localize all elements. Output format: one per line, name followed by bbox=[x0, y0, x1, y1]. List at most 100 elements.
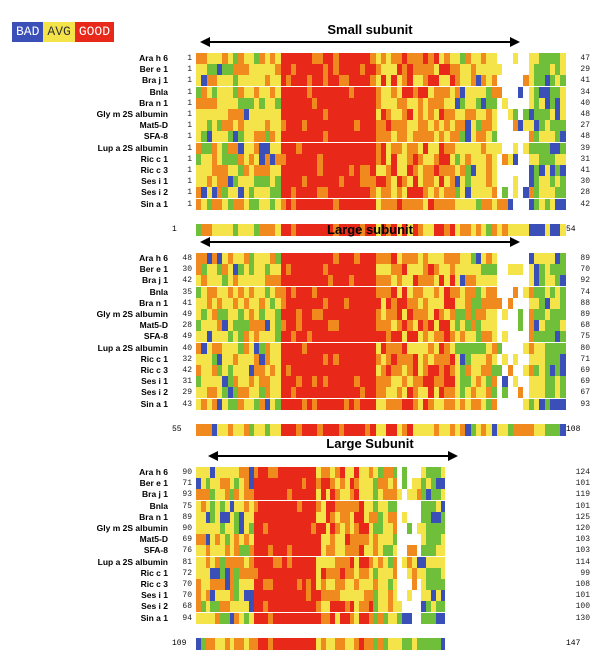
residue-cell bbox=[363, 590, 369, 602]
residue-cell bbox=[201, 176, 207, 188]
residue-cell bbox=[423, 376, 429, 388]
residue-cell bbox=[269, 97, 276, 109]
residue-cell bbox=[421, 511, 427, 523]
residue-cell bbox=[428, 176, 434, 188]
residue-cell bbox=[306, 64, 313, 76]
residue-cell bbox=[243, 297, 249, 309]
residue-cell bbox=[507, 353, 513, 365]
residue-cell bbox=[433, 75, 439, 87]
residue-cell bbox=[539, 387, 545, 399]
residue-cell bbox=[460, 97, 466, 109]
residue-cell bbox=[387, 534, 393, 546]
residue-cell bbox=[312, 198, 318, 210]
residue-cell bbox=[333, 253, 339, 264]
residue-cell bbox=[560, 264, 566, 276]
residue-cell bbox=[402, 467, 408, 478]
residue-cell bbox=[287, 534, 292, 546]
residue-cell bbox=[275, 365, 281, 376]
residue-cell bbox=[238, 53, 244, 64]
residue-cell bbox=[264, 187, 270, 199]
residue-cell bbox=[481, 253, 487, 264]
residue-cell bbox=[375, 53, 381, 64]
residue-cell bbox=[491, 376, 498, 388]
residue-cell bbox=[391, 320, 397, 332]
residue-cell bbox=[277, 523, 283, 534]
residue-cell bbox=[491, 253, 498, 264]
residue-cell bbox=[328, 75, 334, 87]
residue-cell bbox=[206, 142, 212, 154]
residue-cell bbox=[555, 64, 561, 76]
start-position: 70 bbox=[182, 591, 192, 601]
residue-cell bbox=[380, 165, 387, 176]
residue-cell bbox=[438, 353, 445, 365]
residue-cell bbox=[312, 275, 318, 287]
residue-cell bbox=[301, 75, 307, 87]
residue-cell bbox=[378, 612, 384, 624]
residue-cell bbox=[243, 365, 249, 376]
residue-cell bbox=[306, 53, 313, 64]
residue-cell bbox=[407, 109, 413, 120]
residue-cell bbox=[263, 523, 268, 534]
residue-cell bbox=[205, 534, 211, 546]
residue-cell bbox=[465, 253, 471, 264]
residue-cell bbox=[428, 142, 434, 154]
start-position: 1 bbox=[187, 87, 192, 97]
residue-cell bbox=[227, 109, 233, 120]
residue-cell bbox=[391, 286, 397, 298]
residue-cell bbox=[196, 176, 202, 188]
residue-cell bbox=[339, 579, 345, 590]
consensus-cell bbox=[196, 423, 202, 436]
consensus-cell bbox=[375, 423, 381, 436]
residue-cell bbox=[380, 331, 387, 343]
residue-cell bbox=[217, 165, 223, 176]
residue-cell bbox=[391, 264, 397, 276]
sequence-cells bbox=[196, 109, 566, 120]
residue-cell bbox=[528, 286, 534, 298]
consensus-cell bbox=[217, 223, 223, 236]
residue-cell bbox=[433, 309, 439, 320]
residue-cell bbox=[211, 309, 218, 320]
residue-cell bbox=[201, 187, 207, 199]
residue-cell bbox=[311, 579, 316, 590]
residue-cell bbox=[248, 297, 255, 309]
residue-cell bbox=[383, 579, 388, 590]
residue-cell bbox=[227, 153, 233, 165]
residue-cell bbox=[555, 398, 561, 410]
residue-cell bbox=[301, 511, 307, 523]
residue-cell bbox=[428, 309, 434, 320]
residue-cell bbox=[560, 297, 566, 309]
residue-cell bbox=[502, 53, 508, 64]
residue-cell bbox=[243, 165, 249, 176]
residue-cell bbox=[201, 275, 207, 287]
residue-cell bbox=[312, 264, 318, 276]
residue-cell bbox=[224, 612, 230, 624]
residue-cell bbox=[267, 556, 273, 568]
residue-cell bbox=[435, 567, 441, 579]
residue-cell bbox=[200, 534, 206, 546]
residue-cell bbox=[423, 398, 429, 410]
residue-cell bbox=[301, 478, 307, 490]
residue-cell bbox=[201, 309, 207, 320]
residue-cell bbox=[470, 331, 476, 343]
residue-cell bbox=[349, 309, 355, 320]
end-position: 47 bbox=[580, 54, 590, 63]
residue-cell bbox=[423, 297, 429, 309]
residue-cell bbox=[438, 198, 445, 210]
residue-cell bbox=[354, 109, 360, 120]
residue-cell bbox=[491, 142, 498, 154]
residue-cell bbox=[528, 320, 534, 332]
residue-cell bbox=[229, 567, 235, 579]
residue-cell bbox=[539, 198, 545, 210]
consensus-cell bbox=[539, 423, 545, 436]
residue-cell bbox=[196, 353, 202, 365]
residue-cell bbox=[201, 165, 207, 176]
residue-cell bbox=[217, 86, 223, 98]
residue-cell bbox=[243, 331, 249, 343]
residue-cell bbox=[211, 297, 218, 309]
residue-cell bbox=[291, 275, 297, 287]
residue-cell bbox=[196, 275, 202, 287]
residue-cell bbox=[322, 75, 329, 87]
residue-cell bbox=[555, 97, 561, 109]
residue-cell bbox=[380, 398, 387, 410]
residue-cell bbox=[243, 612, 249, 624]
